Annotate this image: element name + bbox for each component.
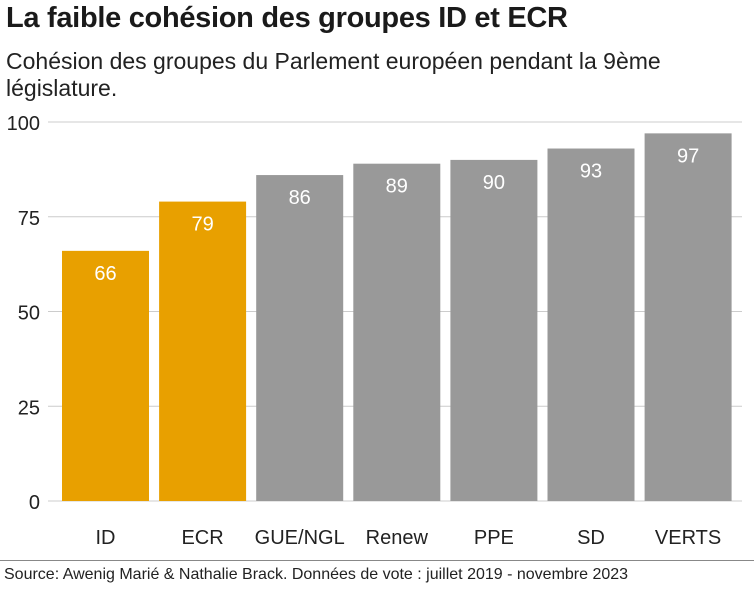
data-label: 66 (94, 263, 116, 285)
bar-verts (644, 133, 732, 501)
bar-id (62, 250, 149, 501)
y-tick-label: 25 (18, 397, 40, 419)
y-tick-label: 50 (18, 303, 40, 325)
data-label: 93 (580, 161, 602, 183)
chart-title: La faible cohésion des groupes ID et ECR (6, 2, 568, 34)
x-tick-label: Renew (366, 527, 429, 549)
y-axis-ticks: 0 25 50 75 100 (7, 113, 40, 514)
data-label: 79 (191, 214, 213, 236)
bar-sd (547, 148, 635, 501)
source-note: Source: Awenig Marié & Nathalie Brack. D… (4, 566, 629, 583)
footer-divider (0, 560, 754, 561)
data-label: 86 (289, 187, 311, 209)
x-tick-label: GUE/NGL (255, 527, 345, 549)
x-tick-label: ECR (181, 527, 223, 549)
y-tick-label: 0 (29, 492, 40, 514)
bars (62, 133, 732, 501)
data-label: 97 (677, 145, 699, 167)
bar-ecr (159, 201, 247, 501)
x-axis-ticks: ID ECR GUE/NGL Renew PPE SD VERTS (96, 527, 722, 549)
y-tick-label: 100 (7, 113, 40, 135)
chart-subtitle: Cohésion des groupes du Parlement europé… (6, 48, 661, 101)
x-tick-label: ID (96, 527, 116, 549)
x-tick-label: SD (577, 527, 605, 549)
y-tick-label: 75 (18, 208, 40, 230)
bar-renew (353, 163, 441, 501)
x-tick-label: VERTS (655, 527, 721, 549)
data-labels: 66 79 86 89 90 93 97 (94, 145, 699, 284)
data-label: 90 (483, 172, 505, 194)
bar-guengl (256, 175, 344, 501)
bar-ppe (450, 159, 538, 501)
data-label: 89 (386, 176, 408, 198)
bar-chart: 0 25 50 75 100 66 79 86 89 90 93 97 ID ECR GUE/NGL Re… (7, 113, 742, 549)
x-tick-label: PPE (474, 527, 514, 549)
